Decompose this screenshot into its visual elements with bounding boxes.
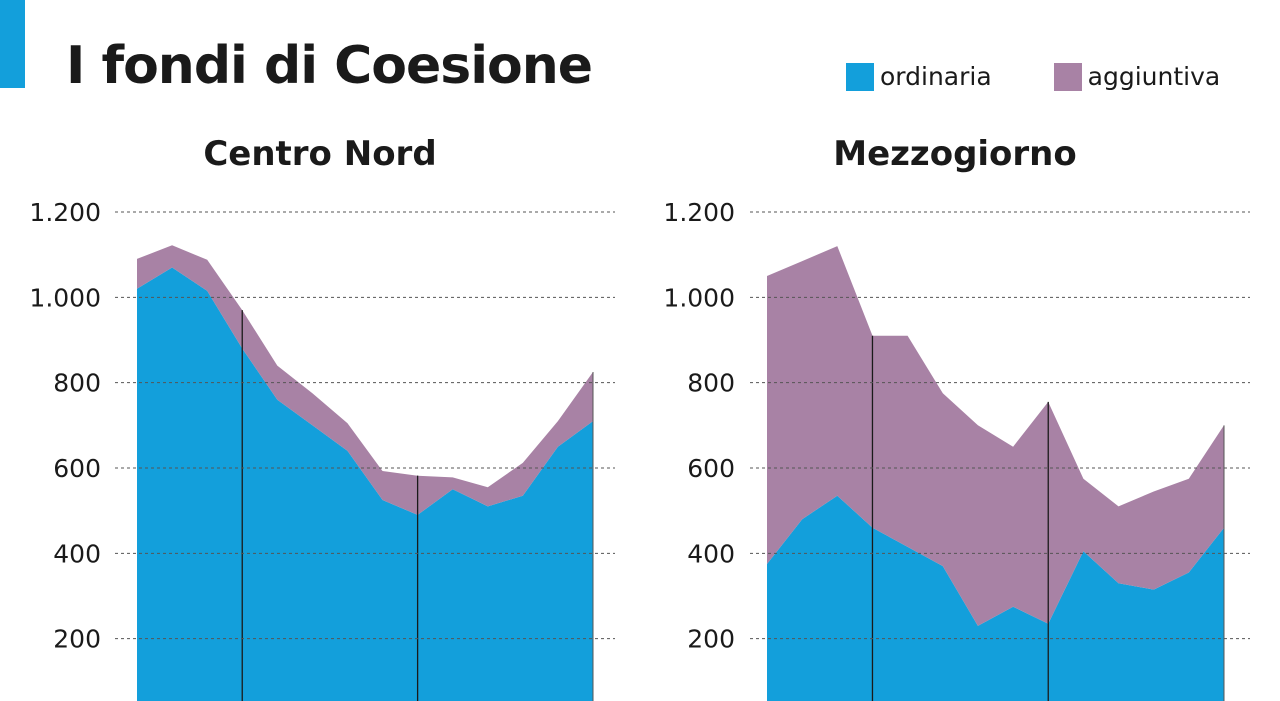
legend-item-ordinaria: ordinaria xyxy=(846,62,992,91)
y-tick-label-centro-nord-600: 600 xyxy=(53,454,101,483)
legend: ordinaria aggiuntiva xyxy=(846,62,1220,91)
accent-bar xyxy=(0,0,25,88)
y-tick-label-centro-nord-800: 800 xyxy=(53,369,101,398)
areas-mezzogiorno xyxy=(767,246,1224,701)
chart-title-mezzogiorno: Mezzogiorno xyxy=(833,134,1077,174)
y-tick-label-mezzogiorno-400: 400 xyxy=(687,539,735,568)
area-series-ordinaria-mezzogiorno xyxy=(767,495,1224,701)
legend-swatch-ordinaria xyxy=(846,62,874,91)
y-tick-label-centro-nord-200: 200 xyxy=(53,625,101,654)
y-tick-label-centro-nord-1000: 1.000 xyxy=(29,283,101,312)
page-title: I fondi di Coesione xyxy=(66,36,593,96)
chart-title-centro-nord: Centro Nord xyxy=(203,134,436,174)
y-tick-label-mezzogiorno-800: 800 xyxy=(687,369,735,398)
legend-label-ordinaria: ordinaria xyxy=(880,62,992,91)
y-tick-label-mezzogiorno-200: 200 xyxy=(687,625,735,654)
area-series-ordinaria-centro-nord xyxy=(137,267,593,701)
areas-centro-nord xyxy=(137,245,593,701)
chart-panel-mezzogiorno: Mezzogiorno 1.200 1.000 800 600 400 200 xyxy=(663,134,1250,701)
y-tick-label-mezzogiorno-1200: 1.200 xyxy=(663,198,735,227)
chart-panel-centro-nord: Centro Nord 1.200 1.000 800 600 400 200 xyxy=(29,134,615,701)
legend-item-aggiuntiva: aggiuntiva xyxy=(1053,62,1221,91)
y-tick-label-centro-nord-400: 400 xyxy=(53,539,101,568)
legend-swatch-aggiuntiva xyxy=(1053,62,1082,91)
area-series-aggiuntiva-mezzogiorno xyxy=(767,246,1224,626)
y-tick-label-centro-nord-1200: 1.200 xyxy=(29,198,101,227)
legend-label-aggiuntiva: aggiuntiva xyxy=(1087,62,1221,91)
y-tick-label-mezzogiorno-1000: 1.000 xyxy=(663,283,735,312)
area-series-aggiuntiva-centro-nord xyxy=(137,245,593,515)
y-tick-label-mezzogiorno-600: 600 xyxy=(687,454,735,483)
